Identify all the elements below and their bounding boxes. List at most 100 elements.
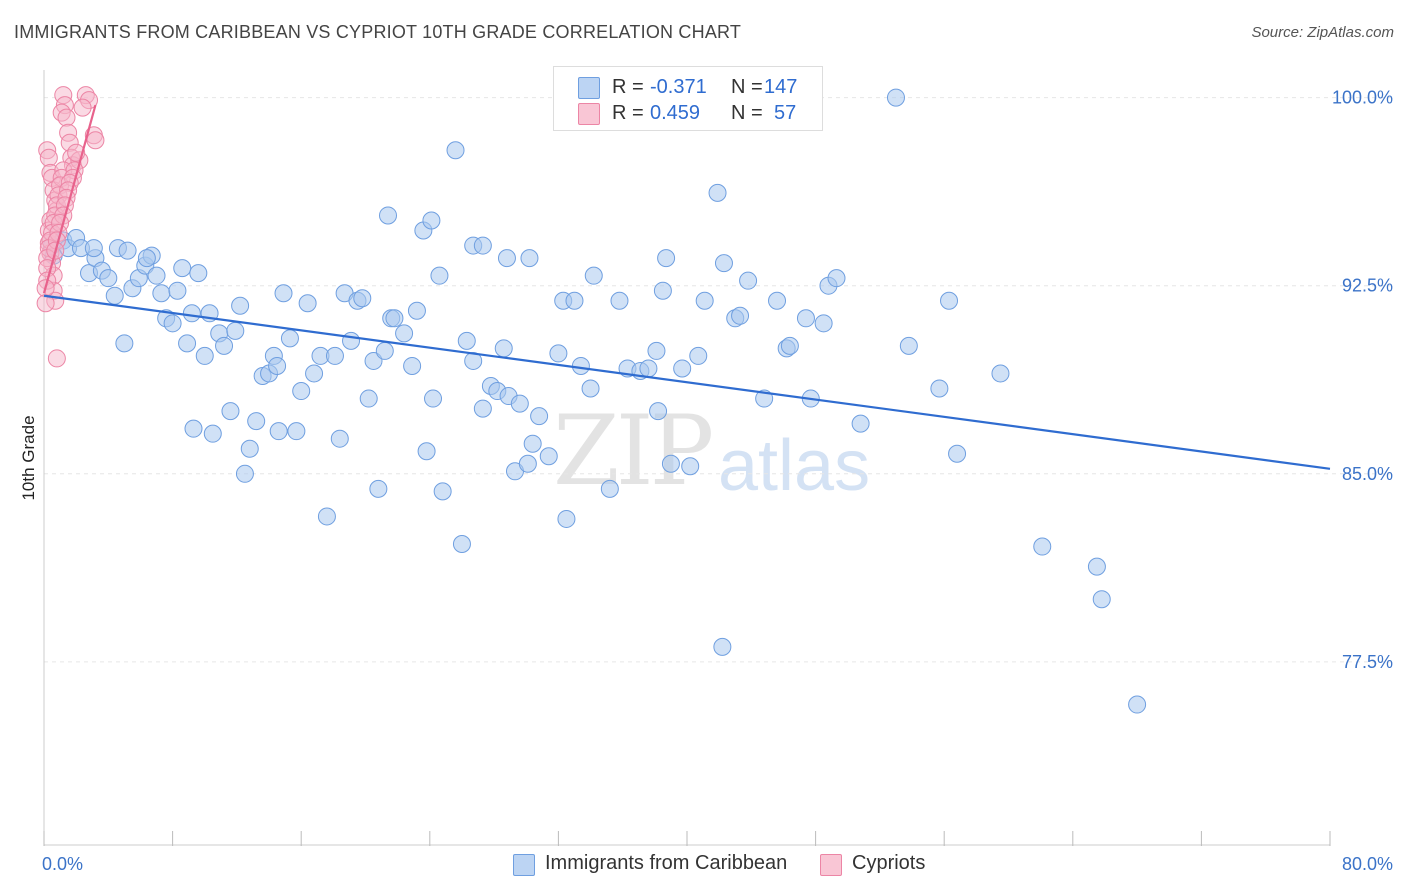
caribbean-point [226, 321, 245, 340]
caribbean-point [948, 444, 967, 463]
caribbean-point [520, 249, 539, 268]
bottom-legend-swatch-blue [513, 854, 535, 876]
y-tick-label: 92.5% [1342, 276, 1393, 296]
caribbean-point [649, 402, 668, 421]
caribbean-point [353, 289, 372, 308]
caribbean-point [714, 254, 733, 273]
caribbean-point [991, 364, 1010, 383]
caribbean-point [739, 271, 758, 290]
caribbean-point [430, 266, 449, 285]
series-cypriots-points [36, 86, 105, 368]
caribbean-point [422, 211, 441, 230]
chart-title: IMMIGRANTS FROM CARIBBEAN VS CYPRIOT 10T… [14, 22, 742, 42]
cypriot-point [47, 349, 66, 368]
caribbean-point [708, 183, 727, 202]
cypriot-point [86, 131, 105, 150]
caribbean-point [473, 399, 492, 418]
legend-r-label: R = [612, 76, 644, 98]
legend-n-value: 147 [764, 76, 798, 98]
caribbean-point [184, 419, 203, 438]
caribbean-point [274, 284, 293, 303]
caribbean-point [539, 447, 558, 466]
caribbean-point [457, 331, 476, 350]
cypriot-point [39, 148, 58, 167]
caribbean-point [424, 389, 443, 408]
legend-r-label: R = [612, 102, 644, 124]
caribbean-point [523, 434, 542, 453]
cypriots-trend-line [42, 104, 97, 294]
caribbean-point [137, 249, 156, 268]
caribbean-point [379, 206, 398, 225]
y-tick-label: 77.5% [1342, 652, 1393, 672]
caribbean-point [287, 422, 306, 441]
caribbean-point [557, 509, 576, 528]
caribbean-point [105, 286, 124, 305]
y-tick-label: 100.0% [1332, 88, 1393, 108]
caribbean-point [1092, 590, 1111, 609]
caribbean-point [571, 356, 590, 375]
caribbean-point [269, 422, 288, 441]
caribbean-point [433, 482, 452, 501]
caribbean-point [163, 314, 182, 333]
caribbean-point [375, 341, 394, 360]
caribbean-point [689, 346, 708, 365]
caribbean-point [182, 304, 201, 323]
axes [43, 70, 1331, 846]
caribbean-point [168, 281, 187, 300]
caribbean-point [152, 284, 171, 303]
caribbean-point [518, 454, 537, 473]
caribbean-point [364, 351, 383, 370]
bottom-legend-swatch-pink [820, 854, 842, 876]
caribbean-point [268, 356, 287, 375]
caribbean-point [681, 457, 700, 476]
legend-n-label: N = [731, 102, 763, 124]
caribbean-point [407, 301, 426, 320]
caribbean-point [173, 259, 192, 278]
y-tick-label: 85.0% [1342, 464, 1393, 484]
caribbean-point [247, 412, 266, 431]
caribbean-trend-line [43, 294, 1331, 470]
x-tick-label: 80.0% [1342, 854, 1393, 874]
caribbean-point [231, 296, 250, 315]
trend-lines [42, 104, 1331, 470]
caribbean-point [530, 407, 549, 426]
caribbean-point [673, 359, 692, 378]
caribbean-point [886, 88, 905, 107]
x-tick-label: 0.0% [42, 854, 83, 874]
caribbean-point [713, 637, 732, 656]
caribbean-point [473, 236, 492, 255]
caribbean-point [796, 309, 815, 328]
cypriot-point [36, 294, 55, 313]
caribbean-point [446, 141, 465, 160]
watermark-atlas: atlas [718, 426, 871, 506]
caribbean-point [178, 334, 197, 353]
caribbean-point [403, 356, 422, 375]
caribbean-point [1087, 557, 1106, 576]
legend-r-value: 0.459 [650, 102, 701, 124]
source-label: Source: ZipAtlas.com [1251, 24, 1394, 41]
caribbean-point [851, 414, 870, 433]
caribbean-point [510, 394, 529, 413]
caribbean-point [240, 439, 259, 458]
caribbean-point [305, 364, 324, 383]
caribbean-point [814, 314, 833, 333]
cypriot-point [73, 98, 92, 117]
caribbean-point [827, 269, 846, 288]
watermark-zip: ZIP [553, 395, 714, 507]
caribbean-point [695, 291, 714, 310]
caribbean-point [369, 479, 388, 498]
legend-swatch-blue [578, 77, 600, 99]
caribbean-point [768, 291, 787, 310]
tick-labels: 77.5% 85.0% 92.5% 100.0% 0.0% 80.0% [42, 88, 1393, 874]
legend: R = -0.371 N = 147 R = 0.459 N = 57 [553, 66, 823, 131]
caribbean-point [298, 294, 317, 313]
caribbean-point [899, 336, 918, 355]
caribbean-point [385, 309, 404, 328]
caribbean-point [325, 346, 344, 365]
caribbean-point [235, 464, 254, 483]
legend-n-label: N = [731, 76, 763, 98]
bottom-legend-label: Immigrants from Caribbean [545, 852, 788, 874]
cypriot-point [57, 108, 76, 127]
legend-r-value: -0.371 [650, 76, 707, 98]
